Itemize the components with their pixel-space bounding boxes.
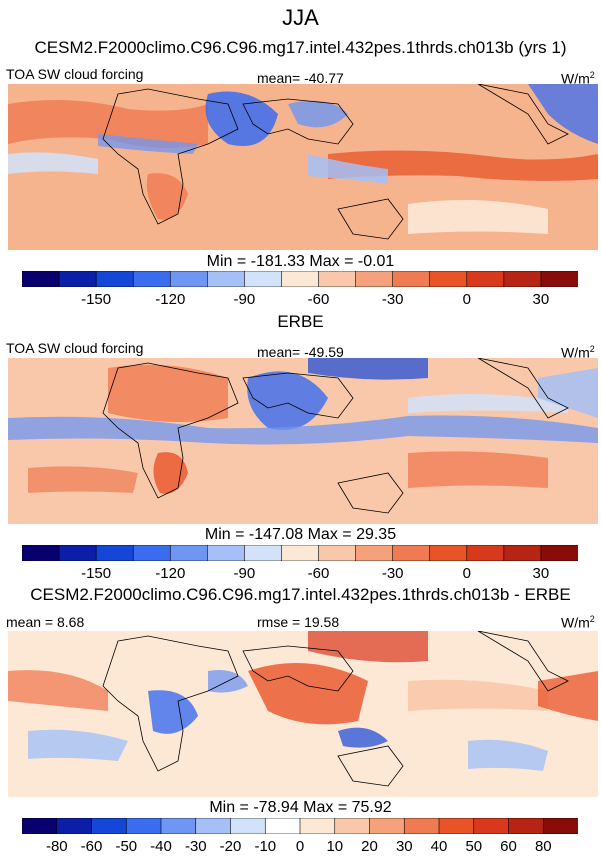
colorbar-tick-label: -40	[150, 838, 172, 855]
colorbar-swatch	[355, 271, 394, 287]
colorbar-tick-label: 40	[430, 838, 448, 855]
colorbar-swatch	[403, 818, 440, 834]
panel-3-min-max: Min = -78.94 Max = 75.92	[209, 799, 392, 816]
panel-2-min-max: Min = -147.08 Max = 29.35	[204, 526, 397, 543]
colorbar-swatch	[473, 818, 510, 834]
colorbar-tick-label: -60	[80, 838, 103, 855]
panel-2-mean: mean= -49.59	[257, 344, 344, 360]
panel-1-units: W/m2	[561, 70, 595, 87]
colorbar-swatch	[207, 271, 246, 287]
colorbar-tick-label: -120	[155, 565, 186, 582]
colorbar-tick-label: -60	[307, 565, 330, 582]
colorbar-tick-label: -90	[233, 291, 256, 308]
panel-2-left-label: TOA SW cloud forcing	[6, 340, 144, 356]
main-title: JJA	[282, 5, 319, 30]
colorbar-tick-label: -30	[381, 565, 404, 582]
panel-3-title: CESM2.F2000climo.C96.C96.mg17.intel.432p…	[30, 585, 571, 604]
colorbar-tick-label: 30	[532, 291, 550, 308]
colorbar-swatch	[230, 818, 267, 834]
panel-1-min-max: Min = -181.33 Max = -0.01	[206, 253, 395, 270]
colorbar-tick-label: -10	[254, 838, 277, 855]
colorbar-swatch	[207, 545, 246, 561]
colorbar-swatch	[244, 271, 283, 287]
colorbar-swatch	[355, 545, 394, 561]
colorbar-tick-label: -20	[219, 838, 242, 855]
panel-2-map	[8, 358, 598, 524]
colorbar-tick-label: 0	[462, 291, 471, 308]
panel-1-mean: mean= -40.77	[257, 70, 344, 86]
panel-1-title: CESM2.F2000climo.C96.C96.mg17.intel.432p…	[34, 38, 567, 57]
colorbar-swatch	[542, 818, 578, 834]
colorbar-swatch	[281, 271, 320, 287]
colorbar-tick-label: 10	[326, 838, 344, 855]
colorbar-swatch	[91, 818, 128, 834]
colorbar-tick-label: -50	[115, 838, 138, 855]
colorbar-swatch	[429, 545, 468, 561]
colorbar-swatch	[160, 818, 197, 834]
colorbar-swatch	[58, 545, 97, 561]
colorbar-swatch	[22, 271, 60, 287]
colorbar-tick-label: 50	[465, 838, 483, 855]
colorbar-swatch	[169, 545, 209, 561]
colorbar-swatch	[318, 545, 357, 561]
colorbar-swatch	[169, 271, 209, 287]
colorbar-swatch	[56, 818, 93, 834]
colorbar-swatch	[132, 545, 172, 561]
colorbar-swatch	[466, 545, 505, 561]
colorbar-swatch	[264, 818, 301, 834]
panel-3-map	[8, 631, 598, 797]
colorbar-swatch	[540, 271, 578, 287]
colorbar-swatch	[95, 271, 134, 287]
colorbar-swatch	[392, 545, 431, 561]
colorbar-swatch	[429, 271, 468, 287]
colorbar-swatch	[22, 545, 60, 561]
colorbar-swatch	[125, 818, 162, 834]
colorbar-swatch	[503, 271, 542, 287]
colorbar-swatch	[318, 271, 357, 287]
colorbar-swatch	[132, 271, 172, 287]
colorbar-swatch	[244, 545, 283, 561]
panel-3-mean: mean = 8.68	[6, 614, 85, 630]
colorbar-swatch	[503, 545, 542, 561]
colorbar-swatch	[369, 818, 406, 834]
colorbar-swatch	[95, 545, 134, 561]
colorbar-tick-label: 20	[361, 838, 378, 855]
panel-3-colorbar	[22, 818, 578, 834]
panel-3-units: W/m2	[561, 614, 595, 631]
colorbar-swatch	[195, 818, 232, 834]
colorbar-swatch	[281, 545, 320, 561]
panel-2-title: ERBE	[277, 312, 324, 331]
colorbar-tick-label: 30	[395, 838, 413, 855]
colorbar-tick-label: -90	[233, 565, 256, 582]
panel-1-map	[8, 84, 598, 250]
colorbar-tick-label: 0	[462, 565, 471, 582]
colorbar-swatch	[508, 818, 545, 834]
colorbar-tick-label: 80	[534, 838, 552, 855]
colorbar-swatch	[392, 271, 431, 287]
colorbar-swatch	[466, 271, 505, 287]
colorbar-tick-label: -30	[184, 838, 207, 855]
colorbar-tick-label: -150	[81, 291, 112, 308]
colorbar-swatch	[334, 818, 371, 834]
colorbar-swatch	[58, 271, 97, 287]
colorbar-tick-label: -150	[81, 565, 112, 582]
colorbar-tick-label: 30	[532, 565, 550, 582]
colorbar-tick-label: 0	[295, 838, 305, 855]
panel-3-rmse: rmse = 19.58	[257, 614, 340, 630]
colorbar-swatch	[22, 818, 58, 834]
colorbar-tick-label: -120	[155, 291, 186, 308]
panel-2-colorbar	[22, 545, 578, 561]
colorbar-tick-label: 60	[500, 838, 517, 855]
colorbar-tick-label: -80	[45, 838, 68, 855]
colorbar-swatch	[438, 818, 475, 834]
colorbar-tick-label: -60	[307, 291, 330, 308]
panel-1-colorbar	[22, 271, 578, 287]
colorbar-swatch	[540, 545, 578, 561]
panel-2-units: W/m2	[561, 344, 595, 361]
colorbar-tick-label: -30	[381, 291, 404, 308]
colorbar-swatch	[299, 818, 336, 834]
panel-1-left-label: TOA SW cloud forcing	[6, 66, 144, 82]
